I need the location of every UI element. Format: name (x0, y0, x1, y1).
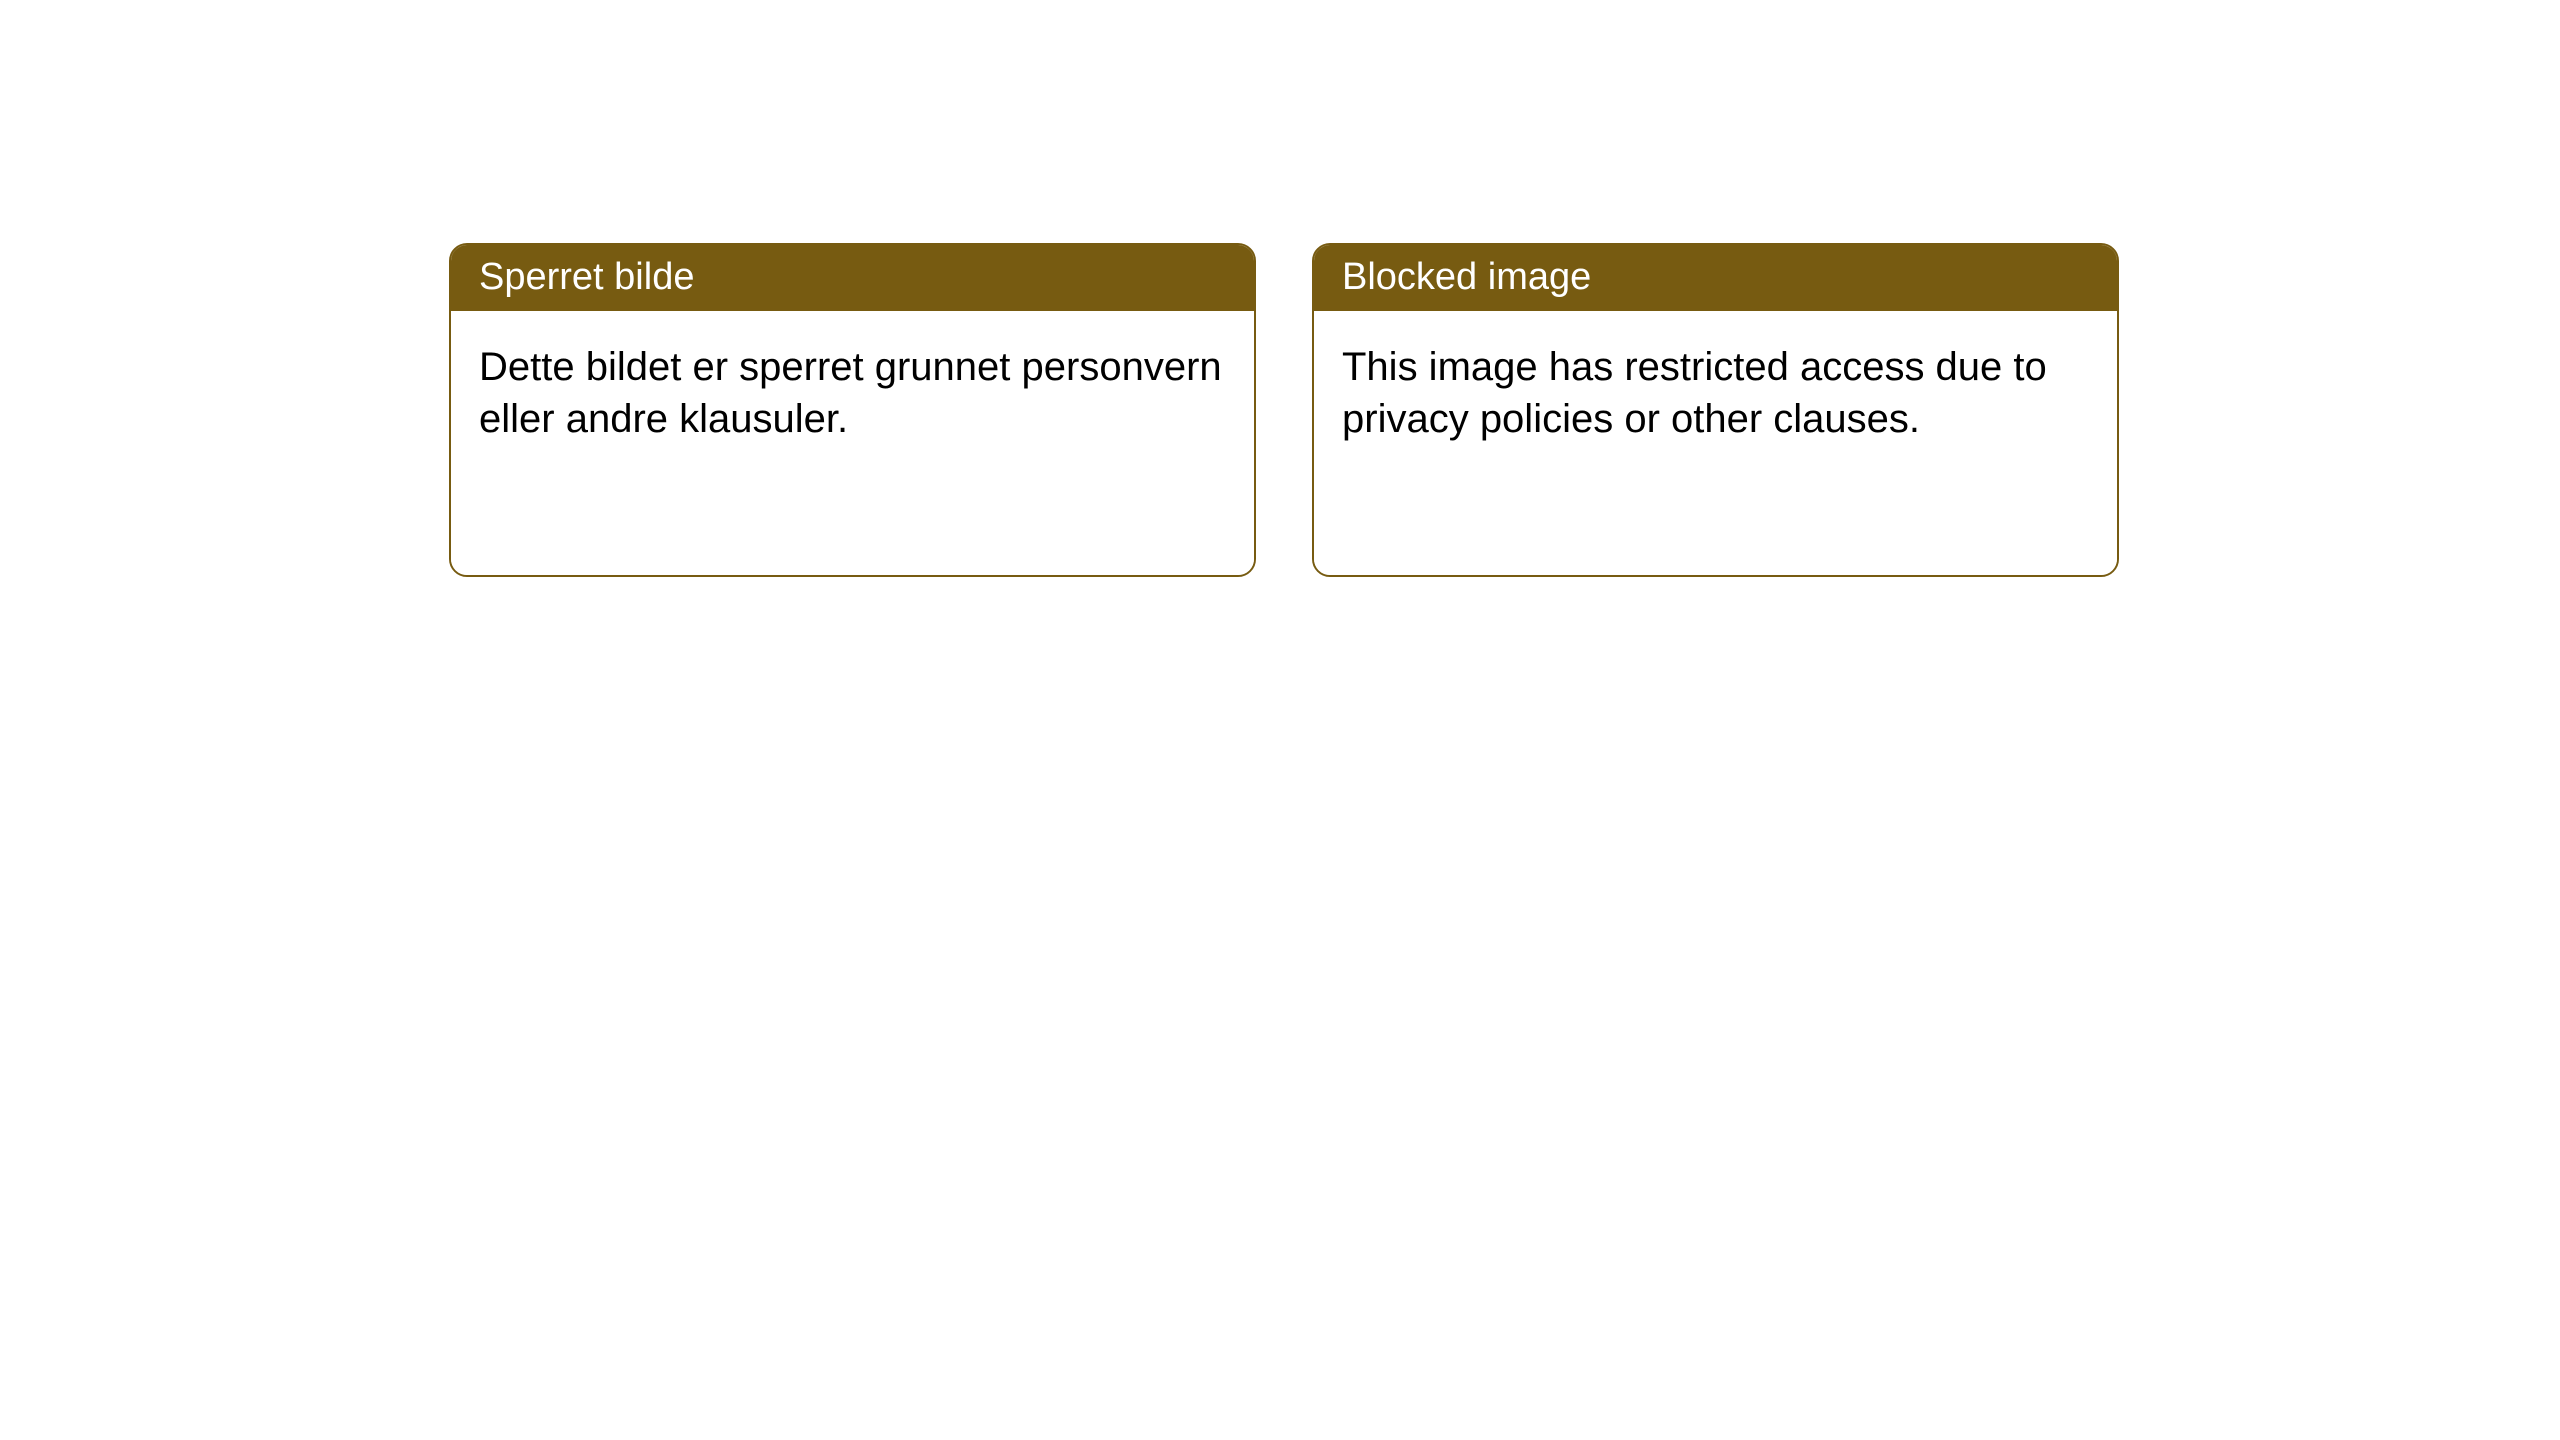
card-body-no: Dette bildet er sperret grunnet personve… (451, 311, 1254, 575)
card-header-no: Sperret bilde (451, 245, 1254, 311)
blocked-image-card-en: Blocked image This image has restricted … (1312, 243, 2119, 577)
card-header-en: Blocked image (1314, 245, 2117, 311)
notice-container: Sperret bilde Dette bildet er sperret gr… (0, 0, 2560, 577)
card-body-en: This image has restricted access due to … (1314, 311, 2117, 575)
blocked-image-card-no: Sperret bilde Dette bildet er sperret gr… (449, 243, 1256, 577)
